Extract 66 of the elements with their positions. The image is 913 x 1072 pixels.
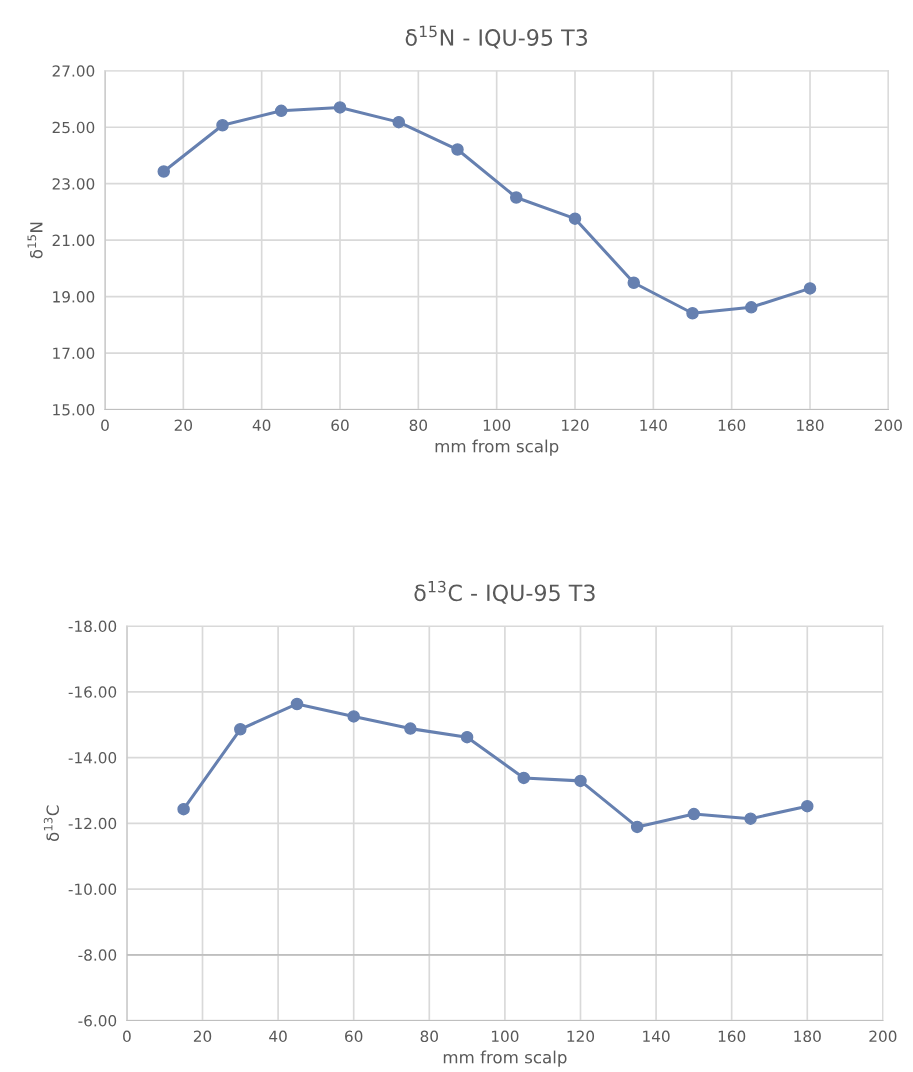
- x-tick-label: 20: [174, 419, 193, 432]
- point: [510, 191, 523, 204]
- y-tick-label: 21.00: [52, 234, 95, 247]
- x-tick-label: 40: [252, 419, 271, 432]
- point: [517, 771, 531, 785]
- x-tick-label: 160: [718, 1030, 746, 1043]
- x-tick-label: 100: [491, 1030, 519, 1043]
- point: [687, 807, 701, 821]
- point: [451, 143, 464, 156]
- point: [686, 306, 699, 320]
- point: [274, 104, 288, 118]
- y-tick-label: -6.00: [78, 1015, 117, 1027]
- point: [404, 722, 417, 735]
- y-tick-label: -18.00: [68, 620, 117, 633]
- x-tick-label: 200: [874, 419, 902, 432]
- x-tick-label: 120: [562, 419, 589, 432]
- y-axis-title: δ$^{13}$C: [43, 805, 60, 842]
- x-tick-label: 180: [797, 419, 824, 432]
- chart-title: δ$^{13}$C - IQU-95 T3: [414, 580, 595, 604]
- point: [460, 730, 474, 744]
- x-tick-label: 40: [269, 1030, 287, 1043]
- point: [392, 115, 406, 129]
- y-tick-label: 15.00: [53, 403, 95, 416]
- point: [574, 774, 587, 788]
- x-tick-label: 20: [193, 1030, 212, 1043]
- point: [803, 282, 817, 295]
- y-tick-label: 27.00: [52, 65, 95, 77]
- x-tick-label: 140: [640, 419, 667, 432]
- x-tick-label: 80: [409, 419, 428, 432]
- point: [157, 165, 170, 178]
- point: [801, 799, 814, 813]
- point: [744, 812, 757, 825]
- point: [745, 301, 758, 314]
- y-tick-label: 19.00: [53, 291, 95, 303]
- x-tick-label: 100: [483, 419, 511, 432]
- point: [234, 723, 247, 736]
- x-tick-label: 200: [869, 1030, 897, 1043]
- x-tick-label: 60: [331, 419, 349, 432]
- y-tick-label: -10.00: [68, 883, 117, 896]
- x-tick-label: 0: [101, 419, 109, 432]
- y-tick-label: 25.00: [52, 121, 95, 134]
- x-tick-label: 80: [420, 1030, 438, 1043]
- x-axis-title: mm from scalp: [435, 439, 559, 456]
- x-tick-label: 140: [643, 1030, 670, 1043]
- y-tick-label: 23.00: [52, 178, 95, 190]
- chart-title: δ$^{15}$N - IQU-95 T3: [405, 25, 588, 49]
- point: [347, 710, 360, 723]
- x-tick-label: 180: [794, 1030, 821, 1043]
- y-tick-label: -12.00: [68, 817, 117, 830]
- y-tick-label: 17.00: [53, 347, 95, 360]
- x-tick-label: 60: [345, 1030, 363, 1043]
- y-tick-label: -14.00: [68, 752, 117, 764]
- y-tick-label: -16.00: [68, 686, 117, 698]
- y-axis-title: δ$^{15}$N: [27, 222, 43, 259]
- x-tick-label: 0: [123, 1030, 131, 1043]
- x-tick-label: 120: [567, 1030, 595, 1043]
- point: [630, 820, 644, 834]
- point: [568, 212, 582, 225]
- point: [627, 276, 641, 290]
- x-tick-label: 160: [718, 419, 746, 432]
- point: [177, 802, 190, 816]
- point: [333, 101, 347, 114]
- y-tick-label: -8.00: [78, 949, 117, 961]
- x-axis-title: mm from scalp: [443, 1050, 567, 1067]
- point: [216, 118, 229, 132]
- point: [290, 697, 304, 711]
